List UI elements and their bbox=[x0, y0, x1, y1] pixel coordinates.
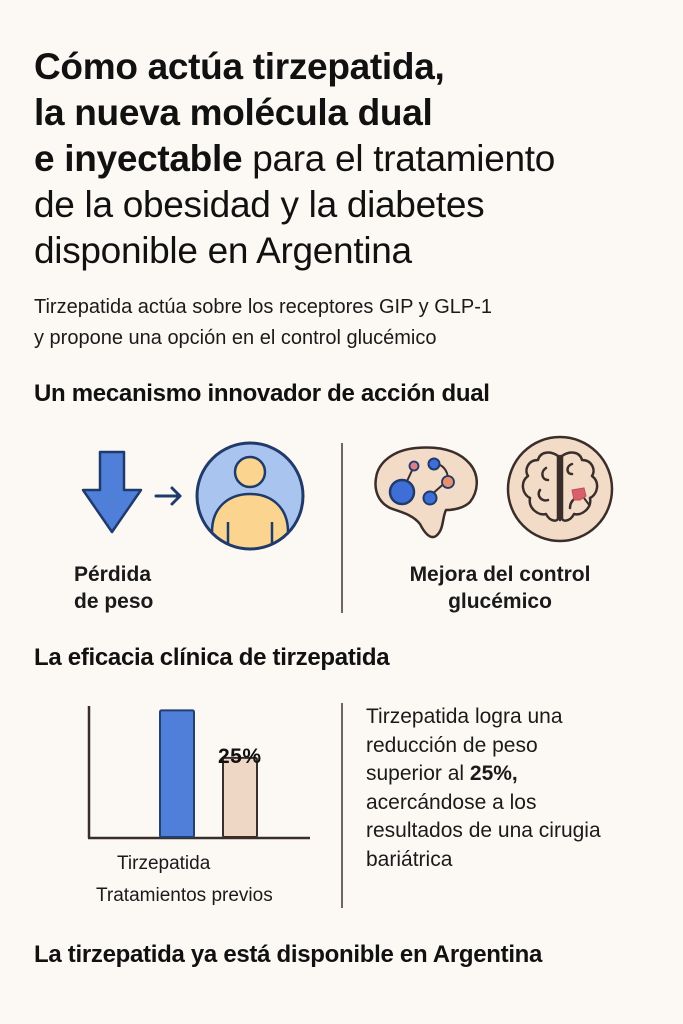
title-line: disponible en Argentina bbox=[34, 230, 412, 271]
efficacy-heading: La eficacia clínica de tirzepatida bbox=[34, 644, 390, 671]
efficacy-bar-chart bbox=[87, 706, 310, 840]
efficacy-description: Tirzepatida logra una reducción de peso … bbox=[366, 705, 601, 871]
page-title: Cómo actúa tirzepatida, la nueva molécul… bbox=[34, 44, 674, 274]
x-tick-label: Tirzepatida bbox=[117, 853, 211, 874]
weight-loss-caption: Pérdida de peso bbox=[74, 563, 154, 613]
right-arrow-icon bbox=[154, 486, 182, 506]
availability-heading: La tirzepatida ya está disponible en Arg… bbox=[34, 941, 543, 968]
divider bbox=[341, 443, 343, 613]
brain-circle-icon bbox=[506, 435, 614, 543]
subtitle: Tirzepatida actúa sobre los receptores G… bbox=[34, 292, 664, 354]
bar-data-label: 25% bbox=[218, 745, 262, 768]
brain-network-icon bbox=[374, 446, 478, 539]
person-icon bbox=[195, 441, 305, 551]
title-line: la nueva molécula dual bbox=[34, 92, 433, 133]
x-tick-label: Tratamientos previos bbox=[96, 885, 273, 906]
bar-tratamientos-previos bbox=[222, 756, 258, 838]
mechanism-heading: Un mecanismo innovador de acción dual bbox=[34, 380, 490, 407]
title-line: de la obesidad y la diabetes bbox=[34, 184, 485, 225]
subtitle-line: Tirzepatida actúa sobre los receptores G… bbox=[34, 296, 492, 318]
bar-tirzepatida bbox=[159, 709, 195, 838]
down-arrow-icon bbox=[81, 450, 143, 534]
title-line: Cómo actúa tirzepatida, bbox=[34, 46, 445, 87]
divider bbox=[341, 703, 343, 908]
title-line: e inyectable para el tratamiento bbox=[34, 138, 556, 179]
subtitle-line: y propone una opción en el control glucé… bbox=[34, 327, 437, 349]
glucemic-control-caption: Mejora del control glucémico bbox=[409, 563, 591, 613]
